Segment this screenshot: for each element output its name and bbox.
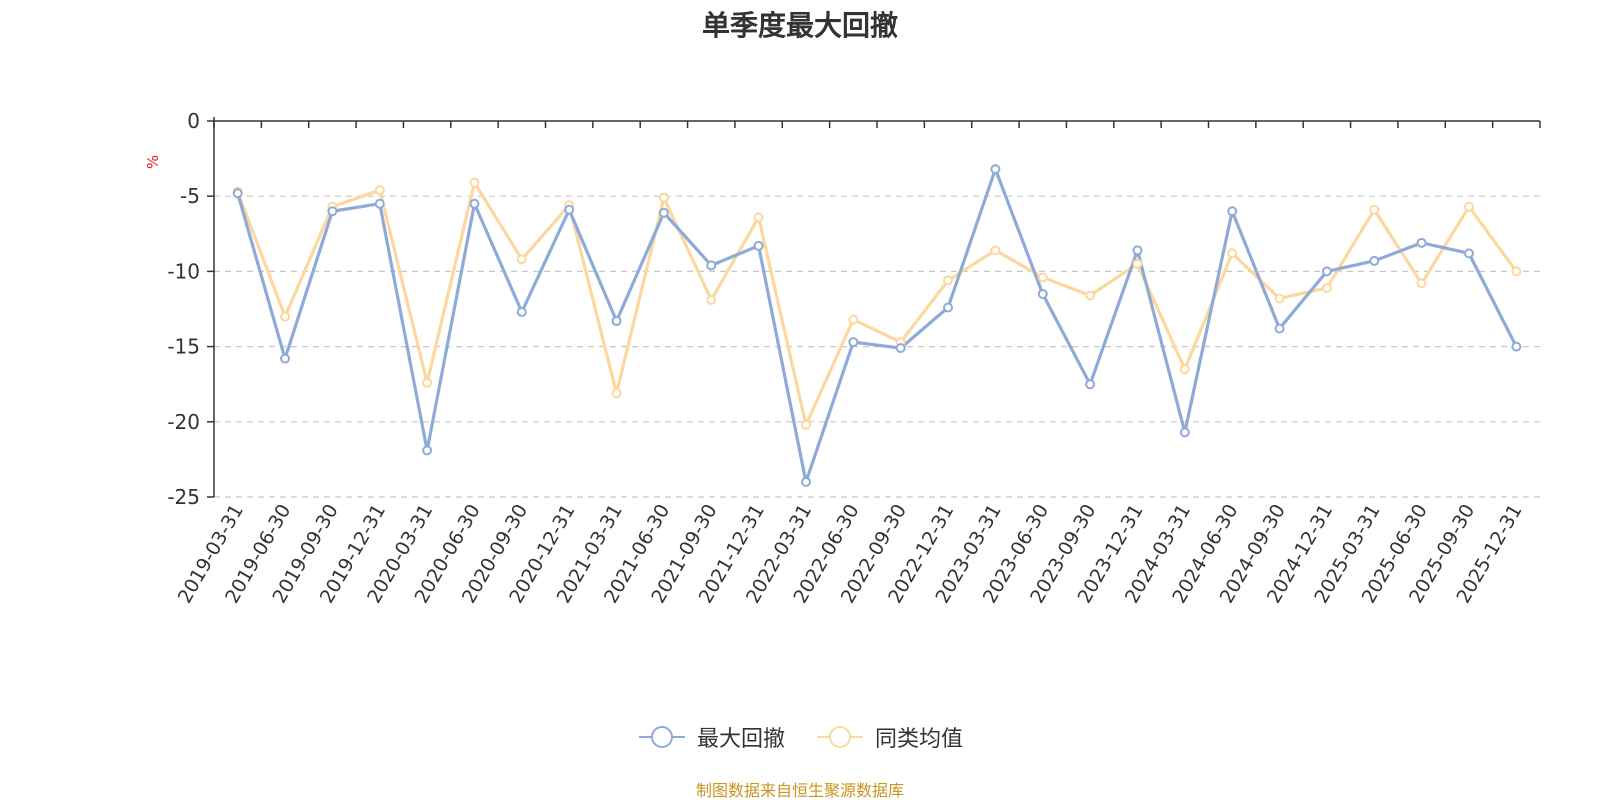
- series-line-2: [236, 181, 1518, 427]
- series-1-point: [1085, 379, 1096, 390]
- legend-label-series2: 同类均值: [875, 727, 964, 752]
- series-2-point: [706, 294, 717, 305]
- series-2-point: [1227, 248, 1238, 259]
- series-2-point: [848, 314, 859, 325]
- legend-item-series1[interactable]: 最大回撤: [637, 722, 785, 752]
- legend-label-series1: 最大回撤: [697, 727, 786, 752]
- series-2-point: [611, 388, 622, 399]
- series-2-point: [1037, 272, 1048, 283]
- series-1-point: [990, 164, 1001, 175]
- y-tick-label: -10: [167, 259, 200, 283]
- series-2-point: [1463, 201, 1474, 212]
- series-1-point: [658, 207, 669, 218]
- series-1-point: [1369, 255, 1380, 266]
- series-1-point: [1132, 245, 1143, 256]
- series-2-point: [943, 275, 954, 286]
- series-1-point: [516, 307, 527, 318]
- series-1-point: [232, 188, 243, 199]
- chart-title: 单季度最大回撤: [701, 9, 898, 42]
- series-1-point: [1416, 237, 1427, 248]
- y-axis-unit-label: %: [144, 155, 162, 169]
- series-2-point: [516, 254, 527, 265]
- series-1-point: [1227, 206, 1238, 217]
- series-1-point: [564, 204, 575, 215]
- y-tick-label: -15: [167, 335, 200, 359]
- series-2-point: [422, 377, 433, 388]
- series-line-1: [236, 167, 1518, 484]
- series-1-point: [374, 198, 385, 209]
- y-tick-label: -5: [180, 184, 200, 208]
- source-note: 制图数据来自恒生聚源数据库: [695, 781, 904, 800]
- series-2-point: [1416, 278, 1427, 289]
- series-2-point: [280, 311, 291, 322]
- series-2-point: [1132, 258, 1143, 269]
- series-1-point: [611, 316, 622, 327]
- series-2-point: [374, 185, 385, 196]
- series-1-point: [943, 302, 954, 313]
- series-1-point: [1511, 341, 1522, 352]
- series-2-point: [1085, 290, 1096, 301]
- series-1-point: [422, 445, 433, 456]
- series-1-point: [848, 337, 859, 348]
- series-2-point: [1274, 293, 1285, 304]
- series-1-point: [469, 198, 480, 209]
- series-2-point: [800, 419, 811, 430]
- series-2-point: [469, 177, 480, 188]
- series-1-point: [327, 206, 338, 217]
- series-2-point: [990, 245, 1001, 256]
- series-1-point: [1321, 266, 1332, 277]
- series-1-point: [1037, 288, 1048, 299]
- y-tick-label: -20: [167, 410, 200, 434]
- series-2-point: [1511, 266, 1522, 277]
- legend-marker-series2: [817, 726, 863, 748]
- series-2-point: [753, 212, 764, 223]
- series-1-point: [1463, 248, 1474, 259]
- series-1-point: [895, 343, 906, 354]
- y-tick-label: 0: [187, 109, 200, 133]
- series-1-point: [800, 476, 811, 487]
- series-1-point: [1179, 427, 1190, 438]
- y-tick-label: -25: [167, 485, 200, 509]
- legend-item-series2[interactable]: 同类均值: [815, 722, 963, 752]
- series-1-point: [706, 260, 717, 271]
- legend-marker-series1: [639, 726, 685, 748]
- series-1-point: [753, 240, 764, 251]
- series-2-point: [1321, 282, 1332, 293]
- series-2-point: [1369, 204, 1380, 215]
- series-2-point: [1179, 364, 1190, 375]
- series-2-point: [658, 192, 669, 203]
- series-1-point: [280, 353, 291, 364]
- series-1-point: [1274, 323, 1285, 334]
